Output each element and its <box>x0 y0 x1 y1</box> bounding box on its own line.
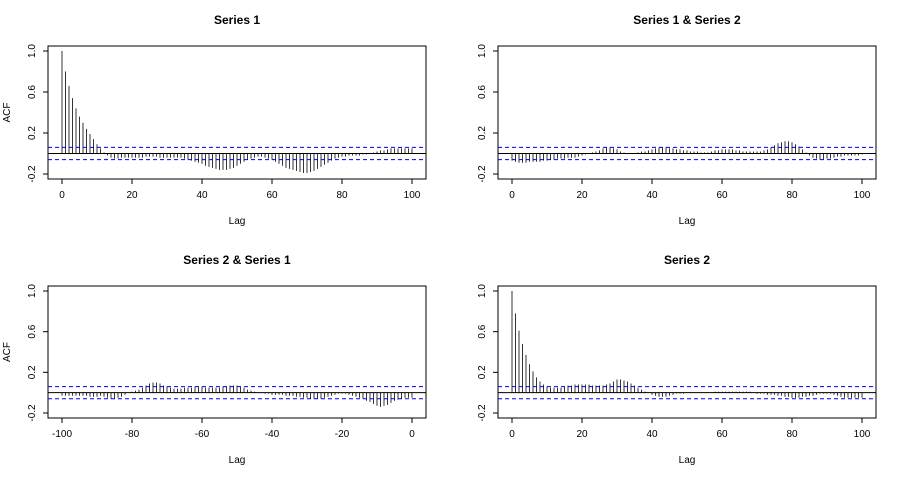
x-tick-label: 20 <box>576 429 588 440</box>
y-axis-label: ACF <box>2 342 13 362</box>
chart-title: Series 2 <box>664 253 710 267</box>
y-tick-label: 0.6 <box>477 324 488 338</box>
acf-panel-1: Series 1 0 20 40 60 80 100 -0.2 0.2 0.6 1.0 Lag ACF <box>2 13 427 227</box>
plot-frame <box>497 45 877 180</box>
x-tick-label: 100 <box>854 190 871 201</box>
chart-title: Series 1 & Series 2 <box>633 13 741 27</box>
y-tick-label: 1.0 <box>477 284 488 298</box>
x-tick-label: 0 <box>409 429 415 440</box>
y-tick-label: -0.2 <box>27 404 38 422</box>
x-axis-label: Lag <box>229 216 246 227</box>
x-tick-label: 80 <box>786 429 798 440</box>
y-tick-label: -0.2 <box>27 165 38 183</box>
y-tick-label: 1.0 <box>27 284 38 298</box>
x-tick-label: -60 <box>195 429 210 440</box>
x-tick-label: 60 <box>716 190 728 201</box>
y-tick-label: 1.0 <box>27 44 38 58</box>
plot-frame <box>47 45 427 180</box>
chart-title: Series 1 <box>214 13 260 27</box>
plot-frame <box>47 285 427 419</box>
y-tick-label: -0.2 <box>477 165 488 183</box>
acf-panel-2: Series 1 & Series 2 0 20 40 60 80 100 -0.2 0.2 0.… <box>477 13 877 227</box>
x-tick-label: 0 <box>509 429 515 440</box>
x-tick-label: 80 <box>336 190 348 201</box>
x-tick-label: 40 <box>196 190 208 201</box>
x-axis-label: Lag <box>679 216 696 227</box>
x-tick-label: 40 <box>646 429 658 440</box>
y-axis-label: ACF <box>2 103 13 123</box>
acf-panel-3: Series 2 & Series 1 -100 -80 -60 -40 -20 0 -0.2… <box>2 253 427 466</box>
x-tick-label: 60 <box>266 190 278 201</box>
plot-frame <box>497 285 877 419</box>
y-tick-label: 0.6 <box>27 324 38 338</box>
chart-title: Series 2 & Series 1 <box>183 253 291 267</box>
x-tick-label: -20 <box>335 429 350 440</box>
x-tick-label: 20 <box>126 190 138 201</box>
x-tick-label: 0 <box>59 190 65 201</box>
x-tick-label: 0 <box>509 190 515 201</box>
x-tick-label: 20 <box>576 190 588 201</box>
x-tick-label: 80 <box>786 190 798 201</box>
x-axis-label: Lag <box>229 455 246 466</box>
y-tick-label: 1.0 <box>477 44 488 58</box>
y-tick-label: 0.2 <box>27 365 38 379</box>
x-tick-label: -40 <box>265 429 280 440</box>
y-tick-label: 0.2 <box>27 126 38 140</box>
y-tick-label: 0.2 <box>477 365 488 379</box>
x-tick-label: 60 <box>716 429 728 440</box>
y-tick-label: 0.2 <box>477 126 488 140</box>
x-tick-label: 40 <box>646 190 658 201</box>
y-tick-label: 0.6 <box>477 85 488 99</box>
x-axis-label: Lag <box>679 455 696 466</box>
x-tick-label: -80 <box>125 429 140 440</box>
y-tick-label: 0.6 <box>27 85 38 99</box>
y-tick-label: -0.2 <box>477 404 488 422</box>
x-tick-label: 100 <box>404 190 421 201</box>
x-tick-label: 100 <box>854 429 871 440</box>
acf-panel-4: Series 2 0 20 40 60 80 100 -0.2 0.2 0.6 1.0 Lag <box>477 253 877 466</box>
x-tick-label: -100 <box>52 429 72 440</box>
